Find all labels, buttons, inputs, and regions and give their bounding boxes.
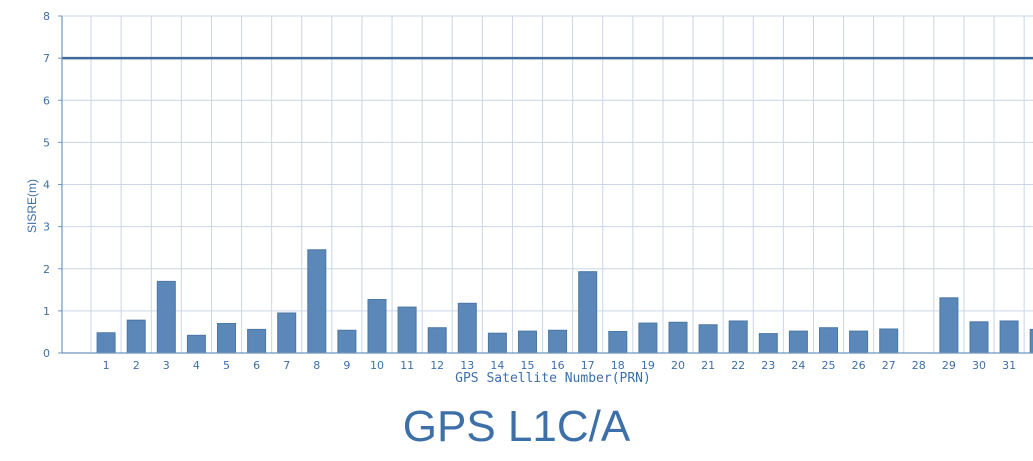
x-tick-label-31: 31 [1002,359,1016,372]
x-tick-label-17: 17 [581,359,595,372]
x-tick-label-4: 4 [193,359,200,372]
x-tick-label-25: 25 [822,359,836,372]
bar-prn-23 [758,333,778,354]
bar-prn-18 [608,331,628,354]
bar-prn-29 [939,297,959,354]
bar-prn-17 [578,271,598,354]
chart-caption: GPS L1C/A [402,402,631,451]
y-axis-label: SISRE(m) [25,179,39,233]
x-tick-labels: 1 2 3 4 5 6 7 8 9 10 11 12 13 14 15 16 17 18 19 20 21 22 23 24 2… [103,359,1033,372]
x-tick-label-1: 1 [103,359,110,372]
x-tick-label-14: 14 [490,359,504,372]
bar-prn-11 [397,306,417,354]
x-tick-label-21: 21 [701,359,715,372]
x-tick-label-23: 23 [761,359,775,372]
x-tick-label-13: 13 [460,359,474,372]
bar-prn-19 [638,322,658,354]
x-tick-label-15: 15 [521,359,535,372]
x-tick-label-22: 22 [731,359,745,372]
x-tick-label-20: 20 [671,359,685,372]
bar-prn-24 [788,330,808,354]
bar-prn-5 [217,323,236,354]
bar-prn-15 [518,330,537,354]
x-tick-label-24: 24 [791,359,805,372]
x-tick-label-28: 28 [912,359,926,372]
x-tick-label-12: 12 [430,359,444,372]
x-tick-label-5: 5 [223,359,230,372]
x-tick-label-30: 30 [972,359,986,372]
y-tick-label-4: 4 [43,179,50,192]
x-tick-label-26: 26 [852,359,866,372]
bar-prn-12 [427,327,447,354]
bar-prn-26 [849,330,869,354]
y-tick-label-1: 1 [43,305,50,318]
y-tick-label-8: 8 [43,10,50,23]
bar-prn-30 [969,321,989,354]
bar-prn-14 [487,332,507,354]
x-tick-label-10: 10 [370,359,384,372]
bar-prn-4 [186,334,206,354]
bar-prn-25 [819,327,838,354]
bar-prn-8 [307,249,327,354]
y-tick-label-3: 3 [43,221,50,234]
bar-prn-20 [668,321,688,354]
x-tick-label-9: 9 [343,359,350,372]
bar-prn-6 [247,328,267,354]
x-axis-label: GPS Satellite Number(PRN) [455,371,651,386]
bar-prn-3 [156,280,176,354]
y-tick-label-0: 0 [43,347,50,360]
bars [96,249,1033,354]
bar-prn-31 [999,320,1019,354]
bar-prn-2 [126,319,146,354]
grid [62,15,1033,354]
bar-prn-16 [548,329,568,354]
x-tick-label-27: 27 [882,359,896,372]
x-tick-label-11: 11 [400,359,414,372]
bar-prn-7 [277,312,297,354]
bar-prn-9 [337,329,357,354]
x-tick-label-19: 19 [641,359,655,372]
x-tick-label-2: 2 [133,359,140,372]
bar-prn-27 [879,328,899,354]
bar-prn-13 [457,302,477,354]
y-tick-label-6: 6 [43,94,50,107]
x-tick-label-18: 18 [611,359,625,372]
bar-prn-22 [728,320,748,354]
bar-prn-10 [367,299,387,354]
x-tick-label-29: 29 [942,359,956,372]
y-tick-label-5: 5 [43,136,50,149]
x-tick-label-6: 6 [253,359,260,372]
bar-prn-32 [1029,328,1033,354]
y-tick-label-7: 7 [43,52,50,65]
bar-prn-1 [96,332,116,354]
axes [58,15,1033,354]
y-tick-label-2: 2 [43,263,50,276]
bar-prn-21 [698,324,718,354]
x-tick-label-8: 8 [313,359,320,372]
y-tick-labels: 0 1 2 3 4 5 6 7 8 [43,10,50,360]
x-tick-label-3: 3 [163,359,170,372]
x-tick-label-7: 7 [283,359,290,372]
x-tick-label-16: 16 [551,359,565,372]
